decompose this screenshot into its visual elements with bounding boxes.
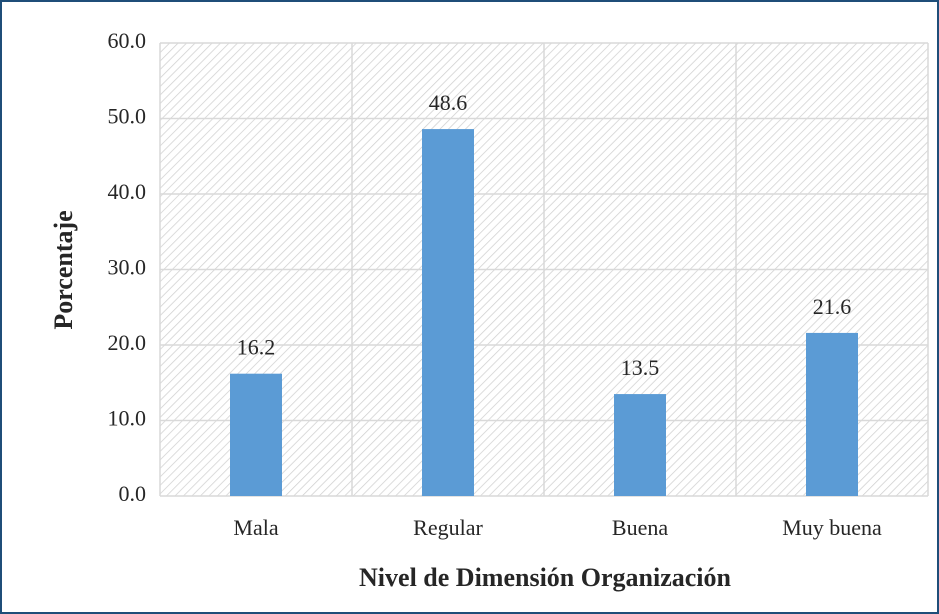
- x-tick-label: Muy buena: [782, 515, 882, 540]
- y-tick-label: 20.0: [108, 330, 147, 355]
- x-tick-label: Buena: [612, 515, 668, 540]
- y-tick-label: 40.0: [108, 179, 147, 204]
- x-tick-label: Mala: [233, 515, 278, 540]
- y-tick-label: 50.0: [108, 104, 147, 129]
- y-tick-label: 60.0: [108, 28, 147, 53]
- y-axis-title: Porcentaje: [49, 210, 78, 329]
- data-label: 48.6: [429, 90, 468, 115]
- x-tick-label: Regular: [413, 515, 483, 540]
- bar: [614, 394, 666, 496]
- bar: [230, 373, 282, 496]
- data-label: 21.6: [813, 294, 852, 319]
- bar: [806, 332, 858, 496]
- y-tick-label: 10.0: [108, 406, 147, 431]
- data-label: 16.2: [237, 335, 276, 360]
- y-tick-label: 30.0: [108, 255, 147, 280]
- bar: [422, 129, 474, 496]
- y-tick-label: 0.0: [119, 481, 147, 506]
- data-label: 13.5: [621, 355, 660, 380]
- x-axis-title: Nivel de Dimensión Organización: [359, 563, 731, 592]
